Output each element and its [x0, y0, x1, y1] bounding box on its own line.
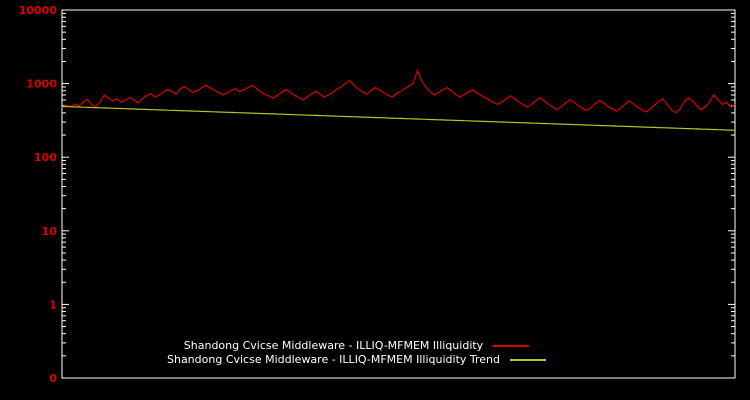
y-tick-label: 1000	[26, 78, 57, 91]
legend-label-illiquidity: Shandong Cvicse Middleware - ILLIQ-MFMEM…	[183, 339, 484, 352]
legend-item-trend: Shandong Cvicse Middleware - ILLIQ-MFMEM…	[167, 353, 546, 367]
legend-swatch-illiquidity	[493, 345, 530, 347]
y-tick-label: 100	[34, 151, 57, 164]
series-line-trend	[61, 105, 736, 131]
y-tick-label: 0	[49, 372, 57, 385]
y-tick-label: 1	[49, 298, 57, 311]
y-tick-label: 10000	[19, 4, 58, 17]
legend-item-illiquidity: Shandong Cvicse Middleware - ILLIQ-MFMEM…	[183, 339, 530, 353]
legend: Shandong Cvicse Middleware - ILLIQ-MFMEM…	[20, 339, 693, 367]
legend-label-trend: Shandong Cvicse Middleware - ILLIQ-MFMEM…	[166, 353, 500, 366]
y-tick-label: 10	[42, 225, 58, 238]
series-line-illiquidity	[61, 68, 736, 114]
plot-border	[61, 9, 736, 379]
legend-swatch-trend	[510, 359, 546, 361]
